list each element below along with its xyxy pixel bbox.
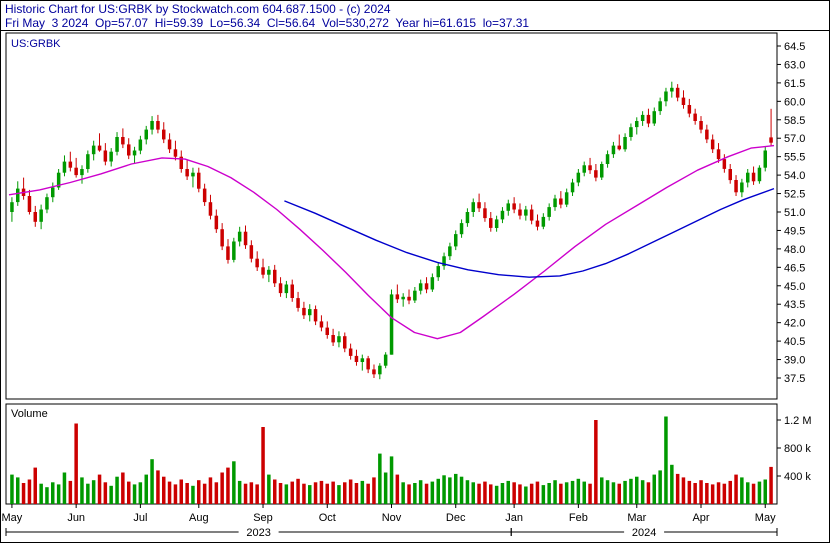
volume-tick-label: 800 k — [784, 443, 811, 455]
month-label: Apr — [692, 512, 709, 524]
month-label: Dec — [446, 512, 466, 524]
price-tick-label: 61.5 — [784, 78, 805, 90]
month-label: Jul — [133, 512, 147, 524]
year-label: 2024 — [632, 527, 656, 539]
month-label: Jun — [67, 512, 85, 524]
price-tick-label: 54.0 — [784, 170, 805, 182]
month-label: Aug — [189, 512, 209, 524]
month-label: Jan — [505, 512, 523, 524]
month-label: May — [2, 512, 23, 524]
price-tick-label: 37.5 — [784, 373, 805, 385]
month-label: Nov — [382, 512, 402, 524]
volume-panel-label: Volume — [11, 408, 48, 420]
volume-tick-label: 1.2 M — [784, 415, 812, 427]
year-axis-labels: 2023 2024 — [5, 527, 778, 539]
month-label: Oct — [319, 512, 336, 524]
month-label: Mar — [627, 512, 646, 524]
chart-title: Historic Chart for US:GRBK by Stockwatch… — [5, 2, 391, 16]
symbol-label: US:GRBK — [11, 38, 61, 50]
price-tick-label: 42.0 — [784, 318, 805, 330]
price-volume-chart: US:GRBK Volume 64.5 63.0 61.5 60.0 58.5 57.0 5… — [2, 32, 812, 539]
price-tick-label: 43.5 — [784, 299, 805, 311]
volume-bars — [10, 416, 773, 504]
volume-tick-label: 400 k — [784, 471, 811, 483]
price-axis-labels: 64.5 63.0 61.5 60.0 58.5 57.0 55.5 54.0 52.5 51.0… — [777, 41, 805, 385]
ma-fast-line — [8, 144, 775, 340]
price-tick-label: 57.0 — [784, 133, 805, 145]
price-tick-label: 60.0 — [784, 96, 805, 108]
price-tick-label: 49.5 — [784, 225, 805, 237]
price-tick-label: 40.5 — [784, 336, 805, 348]
candles — [10, 81, 773, 380]
price-tick-label: 52.5 — [784, 189, 805, 201]
price-tick-label: 48.0 — [784, 244, 805, 256]
price-tick-label: 51.0 — [784, 207, 805, 219]
month-label: May — [755, 512, 776, 524]
year-label: 2023 — [246, 527, 270, 539]
quote-summary: Fri May 3 2024 Op=57.07 Hi=59.39 Lo=56.3… — [5, 16, 530, 30]
month-axis-labels: May Jun Jul Aug Sep Oct Nov Dec Jan Feb Mar Apr May — [2, 504, 776, 524]
price-tick-label: 63.0 — [784, 59, 805, 71]
price-tick-label: 45.0 — [784, 281, 805, 293]
price-tick-label: 64.5 — [784, 41, 805, 53]
price-tick-label: 39.0 — [784, 355, 805, 367]
price-tick-label: 55.5 — [784, 152, 805, 164]
month-label: Sep — [253, 512, 273, 524]
volume-axis-labels: 1.2 M 800 k 400 k — [777, 415, 812, 483]
month-label: Feb — [569, 512, 588, 524]
chart-header: Historic Chart for US:GRBK by Stockwatch… — [1, 1, 829, 31]
price-tick-label: 58.5 — [784, 115, 805, 127]
ma-slow-line — [284, 187, 775, 278]
price-tick-label: 46.5 — [784, 262, 805, 274]
